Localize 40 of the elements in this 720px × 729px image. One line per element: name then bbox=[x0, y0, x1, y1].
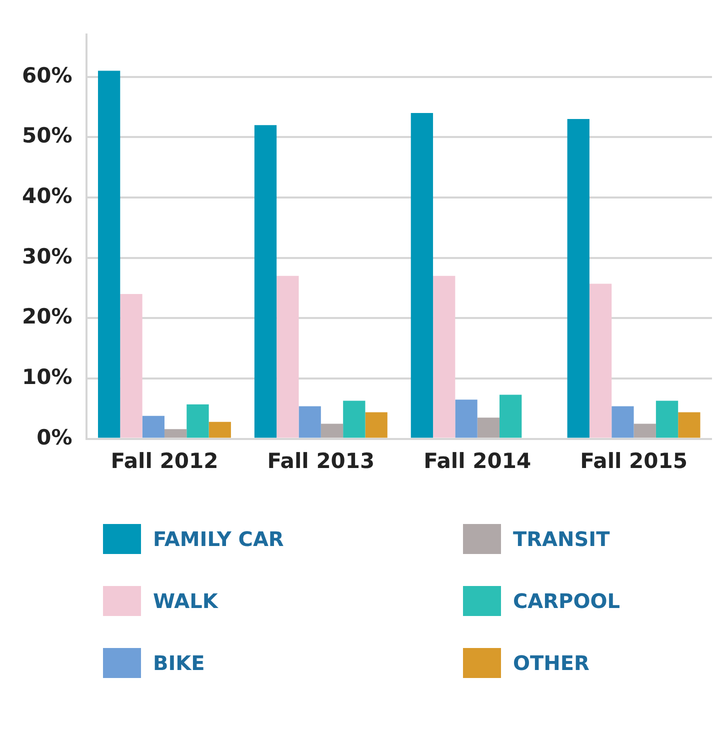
legend-label: CARPOOL bbox=[513, 589, 620, 613]
bar bbox=[254, 125, 277, 438]
bar bbox=[410, 113, 434, 438]
y-tick-label: 10% bbox=[22, 364, 72, 389]
bar bbox=[477, 418, 500, 438]
x-tick-label: Fall 2015 bbox=[580, 448, 688, 473]
bar bbox=[98, 70, 120, 438]
bar bbox=[634, 424, 656, 438]
bar bbox=[589, 284, 612, 438]
x-tick-label: Fall 2013 bbox=[267, 448, 375, 473]
bar bbox=[612, 406, 634, 438]
bar bbox=[365, 412, 388, 438]
bar bbox=[120, 294, 142, 438]
bar bbox=[186, 404, 209, 438]
bar bbox=[500, 394, 522, 438]
bar bbox=[276, 276, 299, 438]
bar bbox=[208, 422, 231, 438]
y-tick-label: 30% bbox=[22, 244, 72, 268]
legend-label: BIKE bbox=[153, 651, 205, 675]
x-tick-label: Fall 2014 bbox=[424, 448, 532, 473]
bar bbox=[164, 429, 187, 438]
bar bbox=[433, 276, 456, 438]
bar bbox=[320, 424, 344, 438]
y-tick-label: 20% bbox=[22, 304, 72, 329]
bar bbox=[678, 412, 700, 438]
bar bbox=[298, 406, 321, 438]
x-tick-label: Fall 2012 bbox=[110, 448, 218, 473]
bar bbox=[455, 400, 478, 438]
legend-label: OTHER bbox=[513, 651, 590, 675]
legend-label: FAMILY CAR bbox=[153, 527, 284, 551]
bar bbox=[343, 400, 366, 438]
y-tick-label: 0% bbox=[36, 425, 72, 450]
legend-label: WALK bbox=[153, 589, 218, 613]
bar bbox=[567, 119, 590, 438]
bar bbox=[142, 416, 164, 438]
y-tick-label: 40% bbox=[22, 184, 72, 208]
y-tick-label: 50% bbox=[22, 124, 72, 148]
y-tick-label: 60% bbox=[22, 63, 72, 88]
bar bbox=[656, 400, 678, 438]
legend-label: TRANSIT bbox=[513, 527, 610, 551]
